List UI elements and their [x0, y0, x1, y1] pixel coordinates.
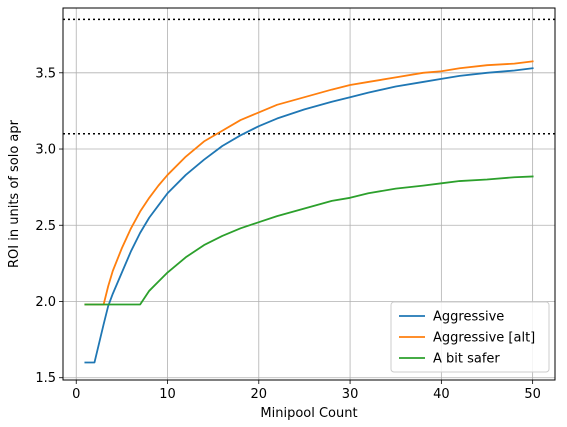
series-line-2: [84, 60, 534, 306]
y-tick-label: 3.0: [35, 143, 56, 158]
x-tick-label: 40: [433, 387, 450, 402]
reference-lines: [63, 18, 555, 135]
legend-label-2: Aggressive [alt]: [433, 331, 535, 346]
legend: Aggressive Aggressive [alt] A bit safer: [390, 301, 550, 373]
x-tick-label: 30: [342, 387, 359, 402]
x-tick-label: 50: [524, 387, 541, 402]
legend-box: [390, 301, 550, 373]
legend-label-1: Aggressive: [433, 310, 504, 325]
y-tick-label: 2.5: [35, 219, 56, 234]
legend-label-3: A bit safer: [433, 352, 500, 367]
tick-layer: 0 10 20 30 40 50 1.5 2.0 2.5 3.0 3.5: [35, 66, 541, 402]
y-tick-label: 3.5: [35, 66, 56, 81]
x-tick-label: 10: [159, 387, 176, 402]
x-tick-label: 20: [251, 387, 268, 402]
y-tick-label: 1.5: [35, 371, 56, 386]
plot-frame: [62, 7, 556, 381]
series-line-1: [84, 67, 534, 364]
x-axis-label: Minipool Count: [260, 406, 357, 421]
x-tick-label: 0: [72, 387, 80, 402]
y-axis-label: ROI in units of solo apr: [7, 119, 22, 268]
series-line-3: [84, 175, 534, 306]
y-tick-label: 2.0: [35, 295, 56, 310]
series-layer: [84, 60, 534, 364]
